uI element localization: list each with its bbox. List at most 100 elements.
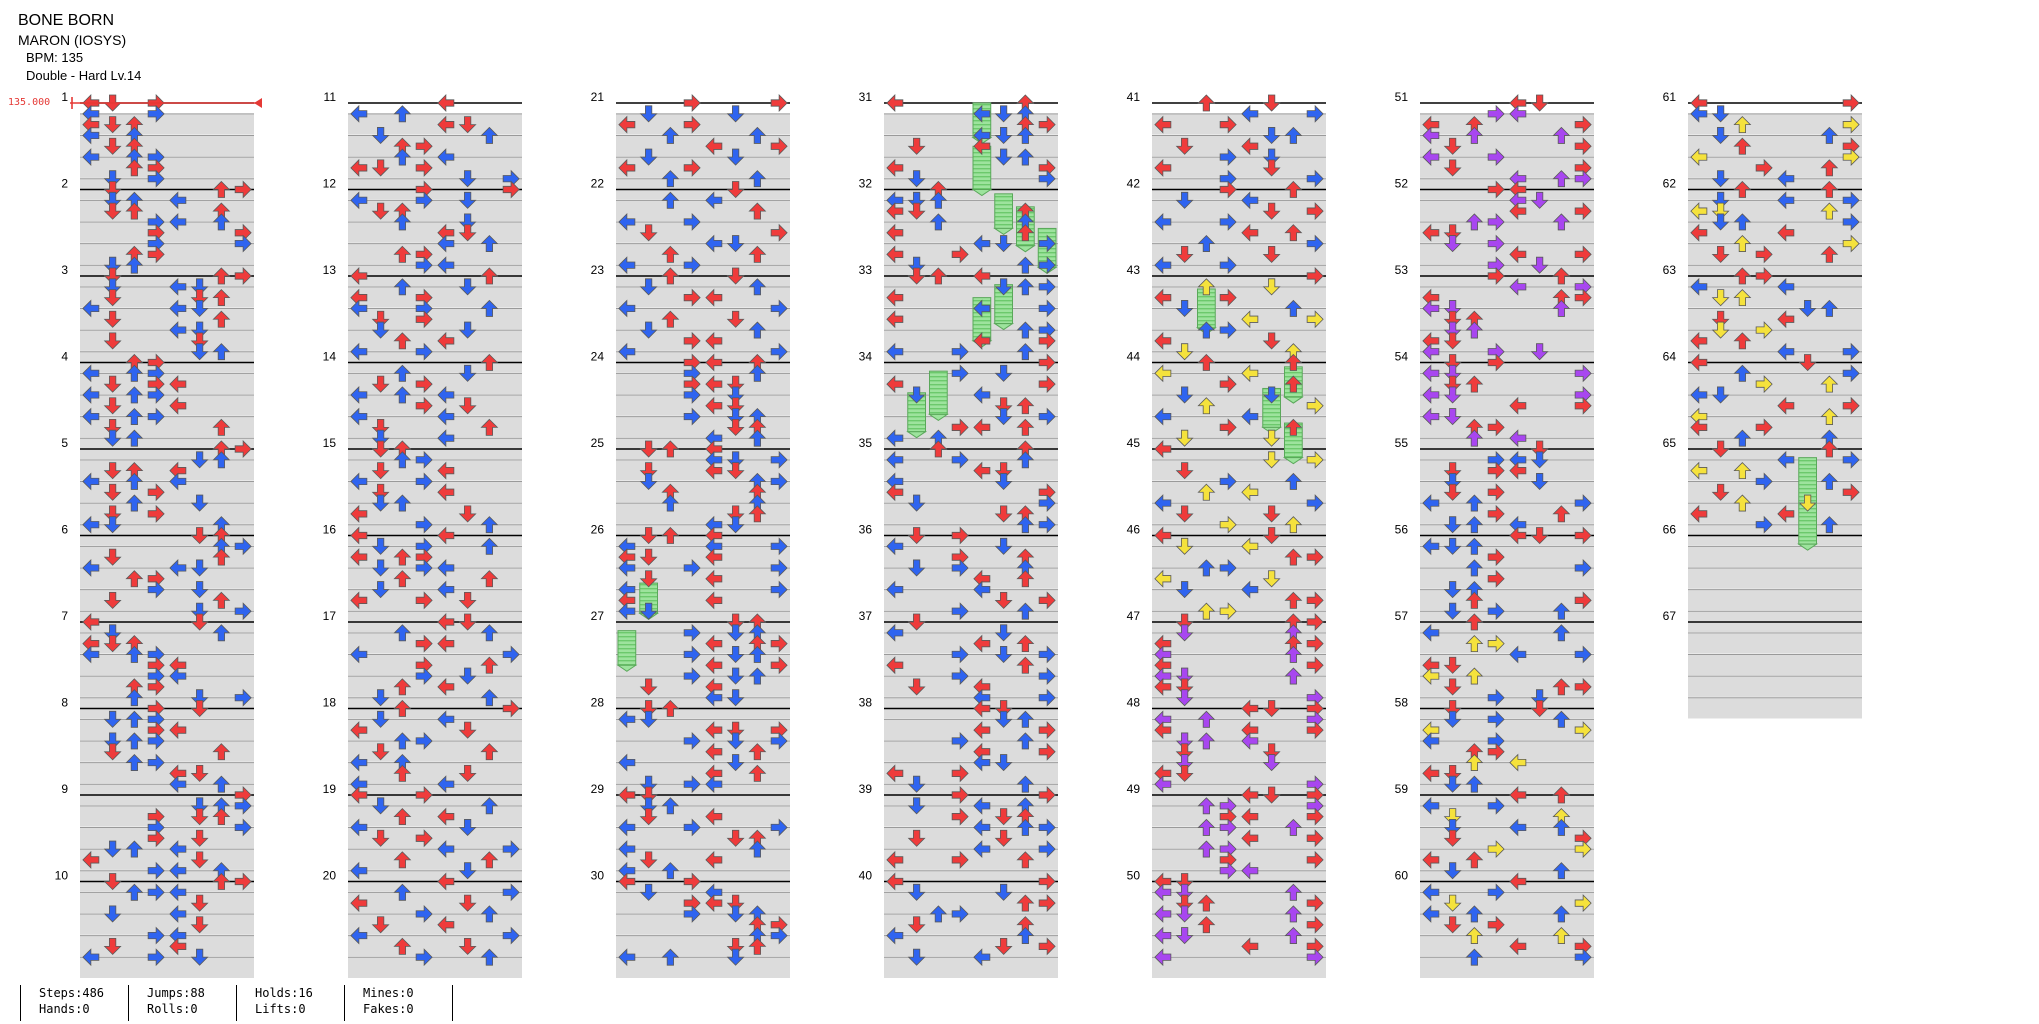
arrow-left-icon (886, 342, 904, 361)
beat-band (616, 849, 790, 870)
arrow-right-icon (770, 342, 788, 361)
beat-band (348, 243, 522, 265)
beat-band (884, 632, 1058, 654)
arrow-down-icon (907, 613, 926, 631)
arrow-up-icon (1552, 170, 1571, 188)
arrow-left-icon (1690, 504, 1708, 523)
beat-band (1152, 113, 1326, 135)
arrow-right-icon (1038, 234, 1056, 253)
arrow-up-icon (212, 775, 231, 793)
arrow-down-icon (371, 494, 390, 512)
arrow-left-icon (82, 515, 100, 534)
arrow-right-icon (1306, 169, 1324, 188)
arrow-down-icon (1262, 505, 1281, 523)
arrow-up-icon (1284, 645, 1303, 663)
arrow-up-icon (212, 624, 231, 642)
measure-51: 51 (1395, 90, 1594, 200)
arrow-up-icon (1197, 840, 1216, 858)
measure-25: 25 (591, 436, 790, 546)
beat-band (1152, 740, 1326, 762)
arrow-down-icon (458, 862, 477, 880)
arrow-up-icon (748, 245, 767, 263)
arrow-right-icon (770, 558, 788, 577)
arrow-left-icon (886, 375, 904, 394)
arrow-left-icon (169, 937, 187, 956)
arrow-right-icon (1306, 894, 1324, 913)
stat-value: Lifts:0 (255, 1002, 306, 1016)
arrow-left-icon (1422, 148, 1440, 167)
arrow-right-icon (1306, 548, 1324, 567)
arrow-right-icon (1574, 645, 1592, 664)
beat-band (80, 913, 254, 935)
arrow-up-icon (393, 732, 412, 750)
arrow-up-icon (1552, 926, 1571, 944)
arrow-left-icon (973, 721, 991, 740)
measure-44: 44 (1127, 350, 1326, 459)
beat-band (348, 676, 522, 697)
arrow-left-icon (169, 840, 187, 859)
beat-band (1152, 459, 1326, 481)
measure-number: 33 (859, 263, 873, 277)
arrow-down-icon (1443, 862, 1462, 880)
arrow-up-icon (212, 451, 231, 469)
measure-9: 9 (61, 782, 254, 892)
arrow-left-icon (1422, 623, 1440, 642)
beat-band (80, 546, 254, 568)
beat-band (80, 221, 254, 243)
arrow-down-icon (726, 948, 745, 966)
arrow-up-icon (1733, 213, 1752, 231)
arrow-left-icon (1154, 256, 1172, 275)
arrow-down-icon (371, 462, 390, 480)
beat-band (616, 805, 790, 827)
arrow-left-icon (1241, 937, 1259, 956)
beat-band (1420, 157, 1594, 178)
measure-number: 16 (323, 523, 337, 537)
arrow-up-icon (125, 386, 144, 404)
arrow-down-icon (1262, 743, 1281, 761)
arrow-right-icon (1038, 299, 1056, 318)
arrow-down-icon (1711, 245, 1730, 263)
arrow-down-icon (639, 278, 658, 296)
beat-band (1688, 546, 1862, 568)
beat-band (80, 373, 254, 395)
arrow-down-icon (726, 516, 745, 534)
arrow-down-icon (1443, 894, 1462, 912)
beat-band (1152, 416, 1326, 438)
arrow-left-icon (1509, 937, 1527, 956)
measure-number: 46 (1127, 523, 1141, 537)
measure-number: 19 (323, 782, 337, 796)
arrow-down-icon (103, 548, 122, 566)
arrow-left-icon (618, 212, 636, 231)
song-bpm: BPM: 135 (26, 50, 84, 65)
beat-band (1152, 827, 1326, 849)
arrow-left-icon (350, 299, 368, 318)
arrow-right-icon (1487, 461, 1505, 480)
beat-band (1420, 286, 1594, 308)
beat-band (1688, 135, 1862, 157)
arrow-left-icon (1154, 364, 1172, 383)
measure-40: 40 (859, 869, 1058, 978)
arrow-left-icon (82, 948, 100, 967)
arrow-up-icon (393, 624, 412, 642)
arrow-down-icon (1443, 483, 1462, 501)
measure-number: 14 (323, 350, 337, 364)
arrow-down-icon (103, 591, 122, 609)
arrow-up-icon (929, 213, 948, 231)
arrow-down-icon (907, 137, 926, 155)
beat-band (80, 762, 254, 784)
beat-band (1152, 157, 1326, 178)
arrow-up-icon (125, 429, 144, 447)
arrow-left-icon (350, 818, 368, 837)
measure-number: 17 (323, 609, 337, 623)
arrow-left-icon (973, 948, 991, 967)
arrow-left-icon (1154, 883, 1172, 902)
measure-34: 34 (859, 350, 1058, 459)
beat-band (348, 157, 522, 178)
arrow-down-icon (726, 667, 745, 685)
beat-band (884, 567, 1058, 589)
arrow-up-icon (1465, 635, 1484, 653)
beat-band (348, 935, 522, 957)
arrow-up-icon (748, 743, 767, 761)
song-difficulty: Double - Hard Lv.14 (26, 68, 142, 83)
measure-53: 53 (1395, 263, 1594, 373)
